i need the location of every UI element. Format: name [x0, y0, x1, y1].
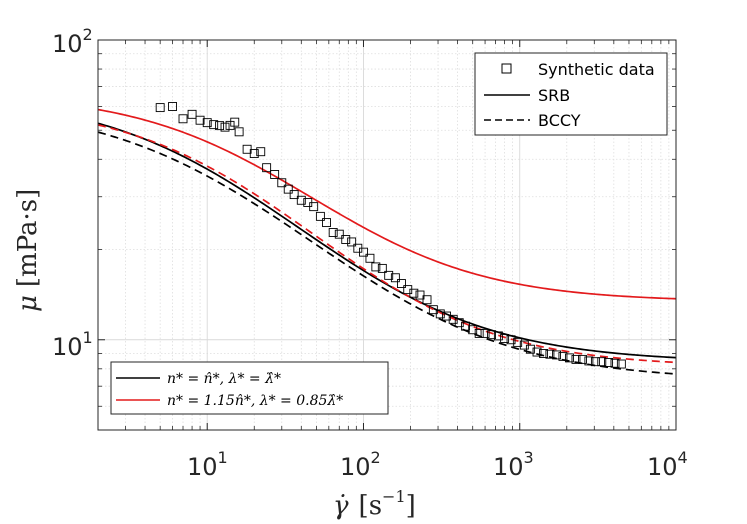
data-point — [234, 127, 244, 137]
data-point — [155, 103, 165, 113]
data-point — [220, 122, 230, 132]
data-point — [225, 120, 235, 130]
data-point — [377, 263, 387, 273]
data-point — [454, 318, 464, 328]
legend-marker-square — [501, 63, 512, 74]
data-point — [168, 102, 178, 111]
data-point — [532, 347, 542, 357]
data-point — [552, 350, 561, 360]
data-point — [435, 309, 445, 319]
data-point — [256, 147, 266, 157]
data-point — [610, 358, 620, 368]
data-point — [277, 178, 287, 188]
data-point — [474, 328, 484, 338]
legend-label-black: n* = n̂*, λ* = λ̂* — [167, 371, 281, 387]
data-point — [328, 228, 338, 237]
data-point — [409, 288, 419, 298]
data-point — [578, 354, 587, 364]
data-point — [309, 202, 319, 212]
y-tick-label-100: 102 — [52, 25, 93, 58]
curves — [98, 108, 676, 375]
data-point — [442, 311, 451, 321]
data-point — [215, 121, 225, 131]
legend-top-box — [474, 52, 668, 136]
legend-top: Synthetic data SRB BCCY — [474, 52, 668, 136]
data-point — [334, 229, 344, 239]
data-markers — [155, 102, 626, 369]
data-point — [487, 330, 496, 340]
data-point — [493, 331, 503, 341]
data-point — [195, 115, 205, 125]
data-point — [558, 351, 568, 361]
data-point — [500, 334, 510, 343]
data-point — [590, 357, 600, 367]
legend-bottom: n* = n̂*, λ* = λ̂* n* = 1.15n̂*, λ* = 0.… — [110, 361, 389, 415]
legend-label-red: n* = 1.15n̂*, λ* = 0.85λ̂* — [167, 393, 343, 409]
x-tick-label-10: 101 — [187, 448, 228, 481]
data-point — [506, 335, 516, 345]
x-tick-label-100: 102 — [340, 448, 381, 481]
data-point — [371, 262, 381, 272]
data-point — [365, 253, 375, 263]
y-tick-label-10: 101 — [52, 328, 93, 361]
x-tick-label-1000: 103 — [493, 448, 534, 481]
data-point — [545, 349, 555, 359]
data-point — [422, 295, 432, 305]
data-point — [480, 328, 490, 338]
x-axis-label: γ̇ [s−1] — [333, 487, 416, 521]
legend-label-bccy: BCCY — [538, 111, 581, 130]
data-point — [448, 314, 458, 324]
curve-bccy-black — [98, 131, 676, 375]
legend-bottom-box — [110, 361, 389, 415]
data-point — [415, 290, 425, 300]
data-point — [322, 218, 331, 228]
data-point — [513, 337, 523, 347]
data-point — [202, 118, 212, 128]
data-point — [347, 237, 357, 247]
data-point — [616, 359, 626, 369]
data-point — [230, 117, 240, 127]
legend-label-srb: SRB — [538, 86, 570, 105]
data-point — [249, 149, 259, 159]
legend-label-synthetic: Synthetic data — [538, 60, 655, 79]
data-point — [341, 235, 351, 244]
data-point — [571, 354, 581, 364]
data-point — [178, 114, 188, 124]
x-tick-label-10000: 104 — [647, 448, 688, 481]
data-point — [187, 109, 197, 119]
data-point — [209, 120, 219, 130]
data-point — [525, 344, 535, 354]
data-point — [584, 356, 594, 366]
data-point — [262, 163, 272, 173]
data-point — [315, 211, 325, 221]
curve-srb-red — [98, 108, 676, 300]
data-point — [597, 357, 607, 367]
data-point — [359, 247, 368, 257]
data-point — [564, 353, 574, 363]
data-point — [604, 358, 613, 367]
data-point — [384, 270, 394, 280]
plot-frame — [97, 39, 677, 431]
data-point — [289, 190, 299, 200]
data-point — [539, 349, 548, 358]
tick-marks — [97, 39, 677, 431]
y-axis-label: μ[mPa·s] — [13, 189, 43, 312]
data-point — [283, 184, 293, 194]
curve-bccy-red — [98, 124, 676, 364]
data-point — [270, 170, 280, 179]
data-point — [390, 273, 400, 283]
data-point — [397, 279, 406, 288]
data-point — [296, 195, 306, 205]
